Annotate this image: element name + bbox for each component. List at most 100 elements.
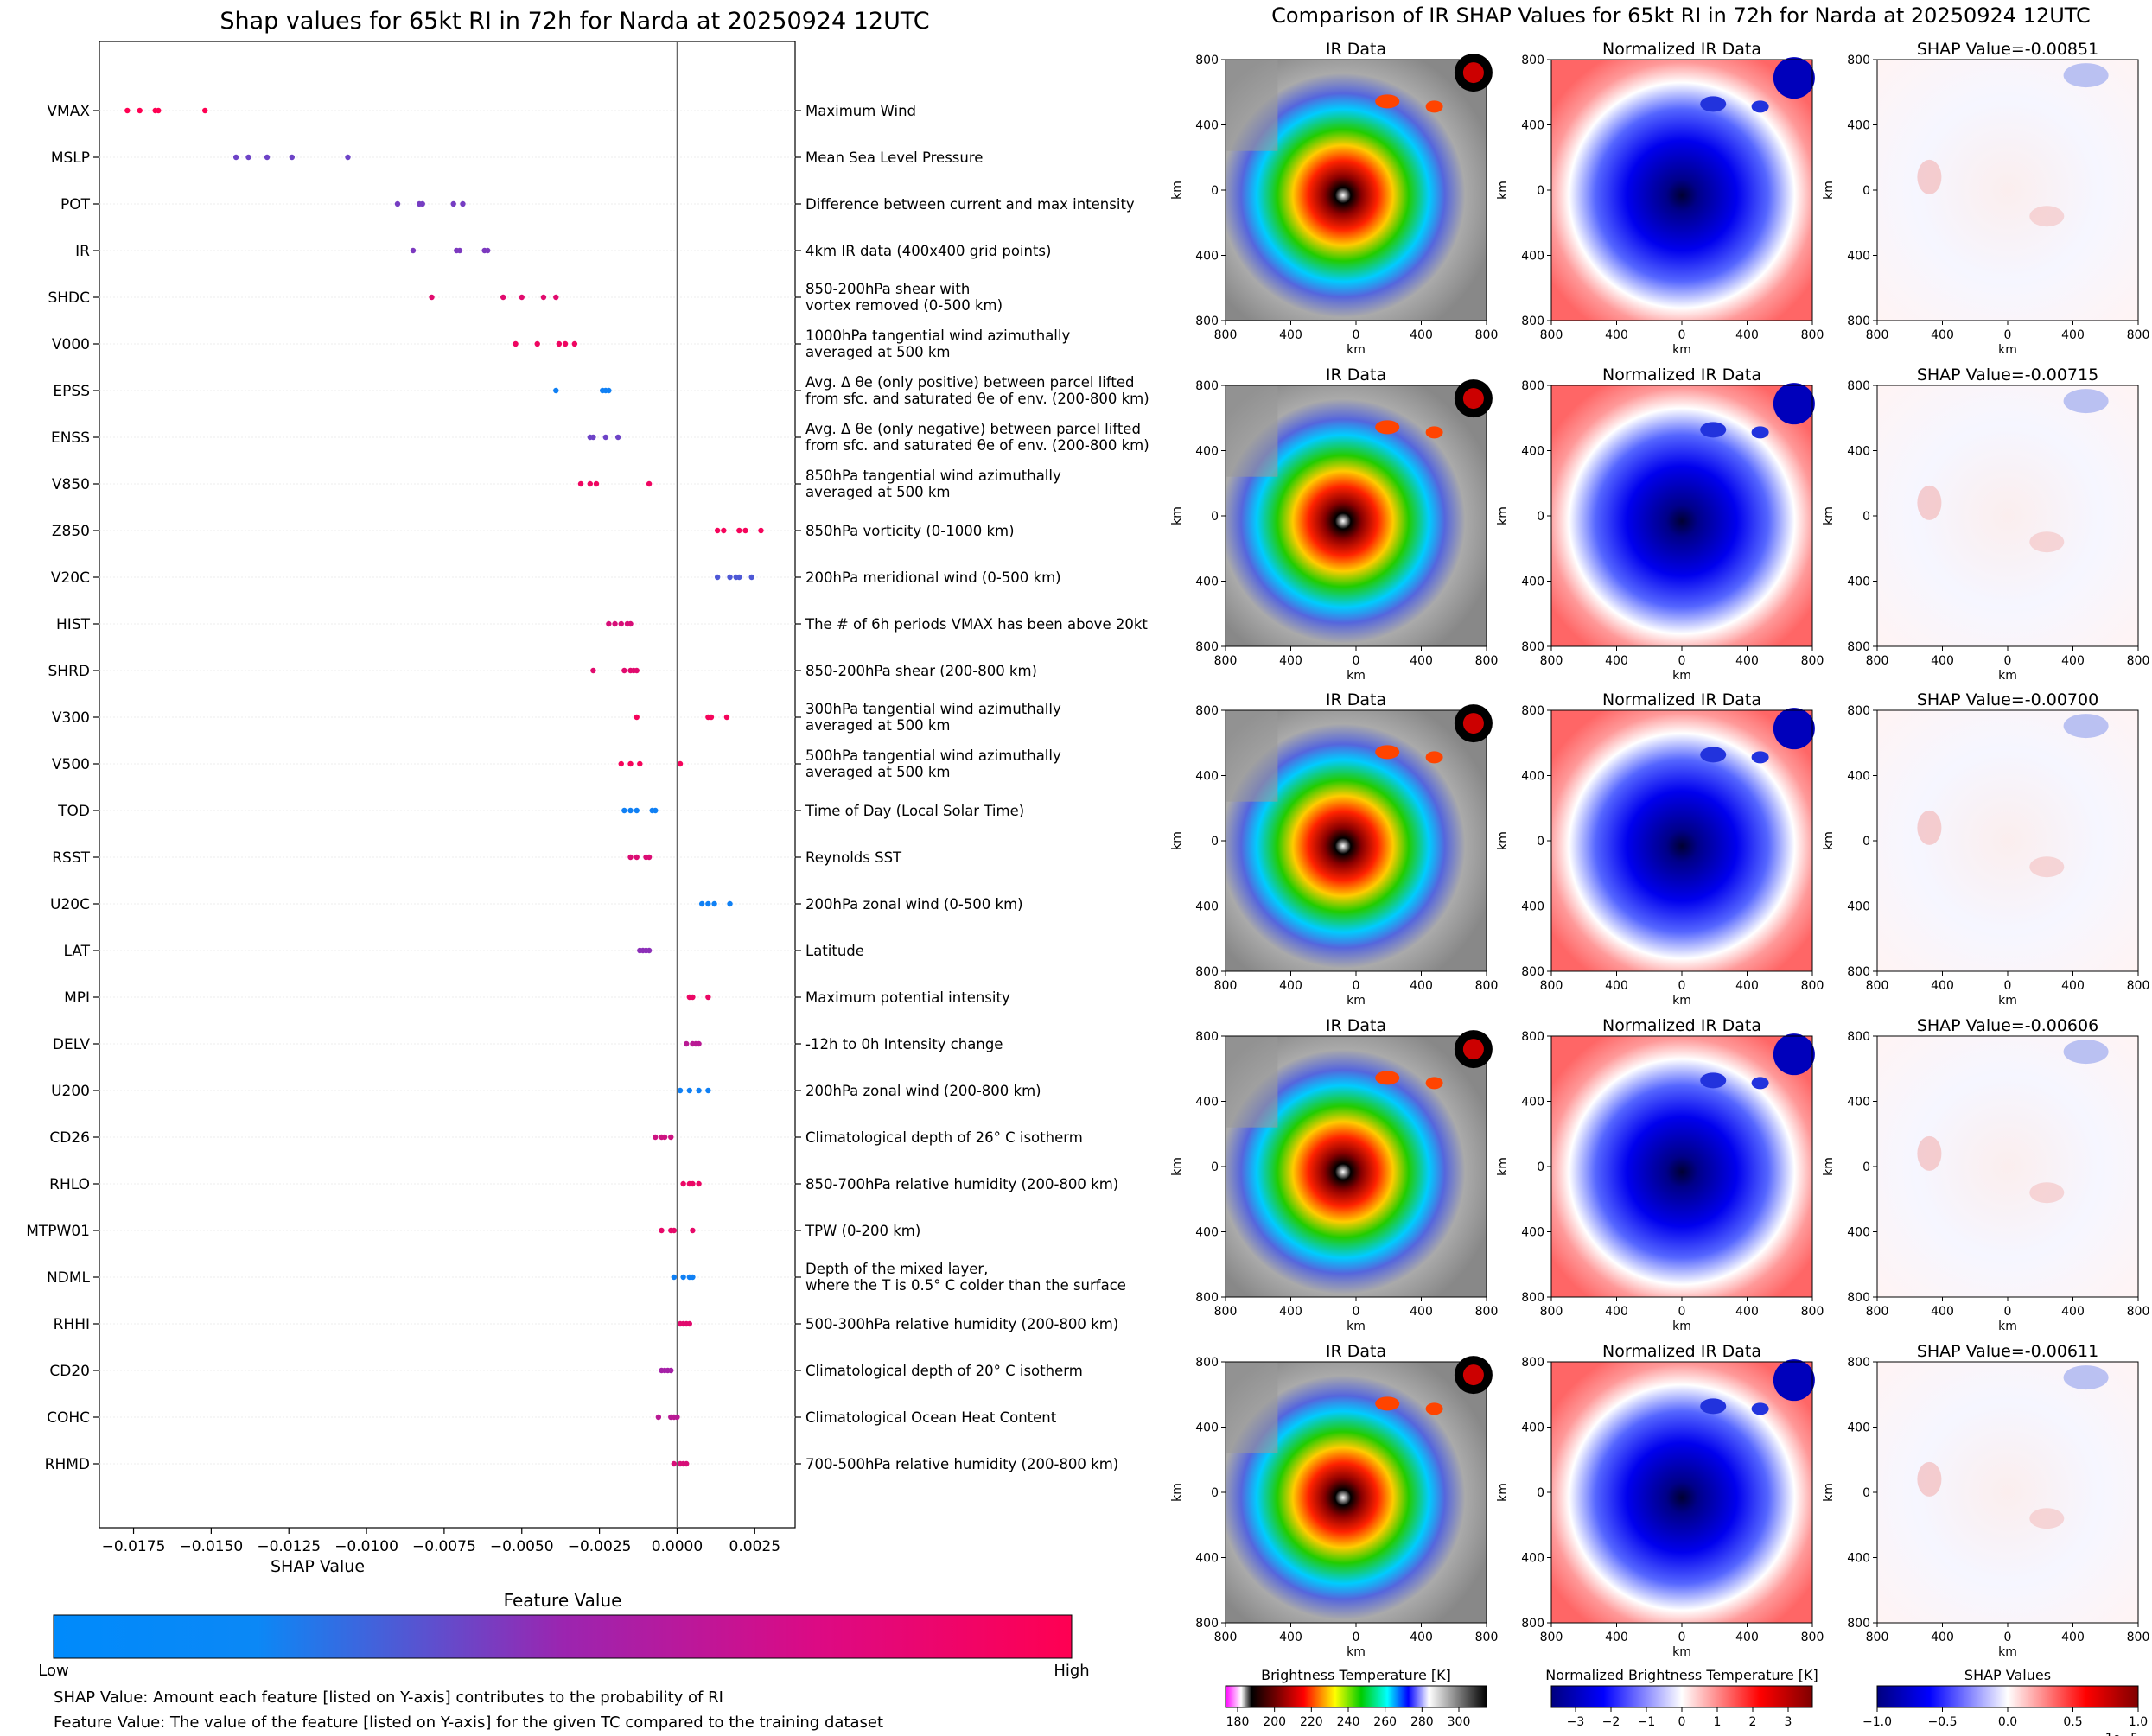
x-tick-label: 800 (1540, 979, 1563, 993)
feature-description: averaged at 500 km (805, 344, 950, 360)
shap-point (668, 1134, 674, 1141)
shap-point (614, 434, 621, 441)
panel-title: IR Data (1326, 40, 1386, 59)
y-tick-label: 400 (1521, 119, 1544, 133)
cold-cloud-blob (1773, 708, 1815, 750)
feature-description: 850hPa vorticity (0-1000 km) (805, 523, 1015, 539)
cold-cloud-blob (1700, 747, 1727, 763)
feature-description: 850-200hPa shear (200-800 km) (805, 663, 1037, 679)
cloud-blob (1462, 1364, 1484, 1386)
y-axis-label: km (1822, 181, 1836, 200)
shap-point (680, 1180, 686, 1187)
shap-point (562, 340, 569, 347)
x-axis-label: km (1672, 343, 1691, 357)
colorbar-tick-label: 240 (1337, 1715, 1360, 1729)
shap-blob-negative (2063, 714, 2109, 739)
panel-title: SHAP Value=-0.00700 (1917, 690, 2098, 709)
colorbar-high-label: High (1054, 1662, 1089, 1680)
y-tick-label: 800 (1521, 1356, 1544, 1370)
feature-description: 200hPa zonal wind (200-800 km) (805, 1083, 1041, 1099)
shap-point (606, 620, 612, 627)
shap-point (736, 574, 742, 581)
cloud-blob (1462, 388, 1484, 410)
colorbar-tick-label: 2 (1749, 1715, 1757, 1729)
y-tick-label: 800 (1195, 1291, 1219, 1305)
y-tick-label: 400 (1195, 1552, 1219, 1566)
x-tick-label: 400 (1735, 1631, 1759, 1644)
feature-label: IR (75, 243, 90, 260)
x-tick-label: 0.0025 (729, 1538, 780, 1555)
x-tick-label: 800 (1866, 1631, 1889, 1644)
y-tick-label: 800 (1847, 640, 1870, 654)
colorbar-tick-label: 3 (1785, 1715, 1792, 1729)
x-axis-label: km (1347, 1319, 1366, 1333)
y-tick-label: 400 (1847, 1096, 1870, 1110)
feature-description: 850-200hPa shear with (805, 281, 970, 297)
feature-label: V000 (52, 336, 90, 353)
shap-point (690, 1227, 696, 1234)
x-tick-label: 400 (1279, 654, 1302, 668)
y-tick-label: 0 (1211, 184, 1219, 198)
feature-description: Difference between current and max inten… (805, 196, 1135, 213)
cold-cloud-blob (1773, 1033, 1815, 1076)
colorbar-label: SHAP Values (1964, 1667, 2051, 1683)
shap-point (124, 107, 131, 114)
shap-point (534, 340, 540, 347)
x-tick-label: 800 (1475, 654, 1499, 668)
cold-cloud-blob (1751, 1077, 1769, 1090)
shap-blob-positive (2029, 531, 2065, 553)
x-tick-label: −0.0025 (568, 1538, 632, 1555)
shap-point (714, 527, 721, 534)
cloud-blob (1425, 1402, 1443, 1415)
x-tick-label: 800 (2127, 1305, 2150, 1319)
x-tick-label: 400 (1605, 328, 1628, 342)
colorbar-tick-label: 200 (1263, 1715, 1286, 1729)
shap-point (661, 1134, 668, 1141)
shap-point (686, 1087, 693, 1094)
feature-label: COHC (47, 1409, 90, 1427)
x-tick-label: 800 (1214, 1631, 1238, 1644)
cloud-blob (1462, 1039, 1484, 1060)
feature-description: averaged at 500 km (805, 484, 950, 500)
shap-point (655, 1414, 662, 1421)
y-tick-label: 400 (1521, 1421, 1544, 1435)
shap-point (556, 340, 563, 347)
shap-point (690, 994, 696, 1001)
y-tick-label: 0 (1862, 1486, 1870, 1500)
clear-sky-area (1226, 385, 1278, 477)
y-axis-label: km (1496, 831, 1510, 850)
feature-label: SHRD (48, 663, 90, 680)
colorbar (1876, 1685, 2139, 1708)
feature-description: averaged at 500 km (805, 764, 950, 780)
y-tick-label: 800 (1195, 1356, 1219, 1370)
y-tick-label: 0 (1862, 1161, 1870, 1174)
x-tick-label: 800 (1866, 654, 1889, 668)
cloud-blob (1375, 745, 1400, 760)
cold-cloud-blob (1773, 383, 1815, 425)
x-tick-label: 400 (2061, 654, 2085, 668)
y-tick-label: 800 (1195, 640, 1219, 654)
x-tick-label: 400 (1605, 1631, 1628, 1644)
shap-image (1877, 1036, 2138, 1297)
x-tick-label: 400 (1410, 1305, 1433, 1319)
shap-axes: VMAX Maximum Wind MSLP Mean Sea Level Press… (26, 41, 1149, 1576)
normalized-ir-image (1551, 1036, 1812, 1297)
x-tick-label: 800 (1866, 328, 1889, 342)
y-tick-label: 400 (1521, 250, 1544, 264)
shap-point (723, 714, 730, 721)
y-tick-label: 400 (1195, 1226, 1219, 1240)
shap-point (540, 294, 547, 301)
feature-value-colorbar (53, 1614, 1073, 1659)
x-tick-label: 400 (1931, 1305, 1954, 1319)
y-tick-label: 800 (1521, 1617, 1544, 1631)
feature-description: The # of 6h periods VMAX has been above … (805, 616, 1148, 633)
x-tick-label: 400 (1931, 979, 1954, 993)
y-tick-label: 0 (1862, 510, 1870, 524)
feature-label: SHDC (48, 289, 90, 307)
feature-label: MSLP (51, 149, 90, 167)
colorbar-tick-label: 0.0 (1998, 1715, 2017, 1729)
shap-point (460, 200, 466, 207)
y-axis-label: km (1170, 181, 1184, 200)
cloud-blob (1425, 426, 1443, 439)
cloud-blob (1425, 751, 1443, 764)
